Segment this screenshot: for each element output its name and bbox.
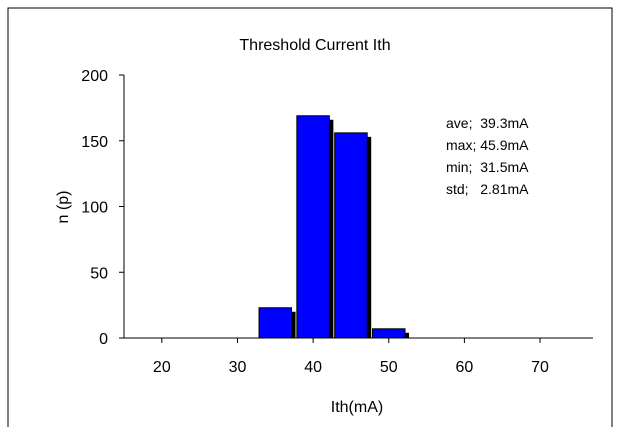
y-tick-label: 0 <box>99 331 108 348</box>
bar <box>258 307 293 339</box>
axes: 0 50 100 150 200 20 30 40 50 60 70 <box>81 68 593 376</box>
x-tick-label: 50 <box>380 359 398 376</box>
bar <box>296 115 330 339</box>
y-tick-label: 150 <box>81 134 108 151</box>
x-tick-label: 40 <box>304 359 322 376</box>
chart-title: Threshold Current Ith <box>239 37 390 54</box>
bar <box>371 328 406 339</box>
stats-line: ave; 39.3mA <box>446 115 529 131</box>
x-tick-label: 60 <box>456 359 474 376</box>
y-tick-label: 50 <box>90 265 108 282</box>
stats-line: std; 2.81mA <box>446 181 529 197</box>
stats-annotation: ave; 39.3mA max; 45.9mA min; 31.5mA std; 2.… <box>446 115 529 197</box>
x-tick-label: 20 <box>153 359 171 376</box>
x-tick-label: 30 <box>229 359 247 376</box>
x-axis-label: Ith(mA) <box>331 399 383 416</box>
plot-area <box>258 115 410 339</box>
chart-frame <box>7 7 613 427</box>
x-tick-label: 70 <box>531 359 549 376</box>
bar <box>334 132 368 339</box>
stats-line: max; 45.9mA <box>446 137 529 153</box>
y-tick-label: 200 <box>81 68 108 85</box>
y-axis-label: n (p) <box>55 191 72 224</box>
stats-line: min; 31.5mA <box>446 159 529 175</box>
y-tick-label: 100 <box>81 200 108 217</box>
